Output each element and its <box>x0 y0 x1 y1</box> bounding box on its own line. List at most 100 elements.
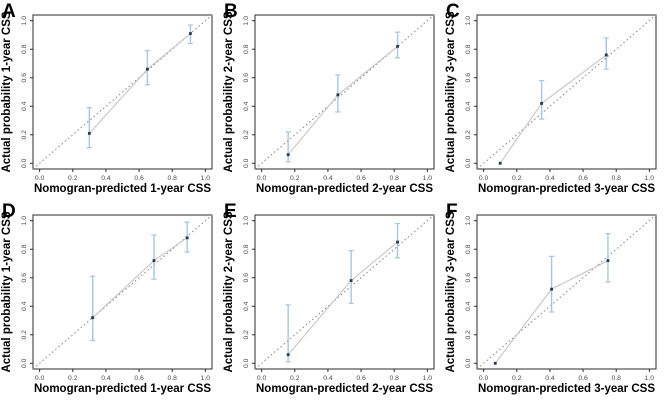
x-tick-label: 0.8 <box>167 175 177 182</box>
y-tick-label: 0.0 <box>243 358 250 368</box>
calibration-plot-A: 0.0 0.2 0.4 0.6 0.8 1.00.00.20.40.60.81.0Nomo… <box>1 1 213 195</box>
x-axis-title: Nomogran-predicted 2-year CSS <box>256 183 433 195</box>
x-tick-label: 0.2 <box>68 375 78 382</box>
x-tick-label: 0.6 <box>578 175 588 182</box>
calibration-line <box>88 33 191 134</box>
calibration-plot-F: 0.0 0.2 0.4 0.6 0.8 1.00.00.20.40.60.81.0Nomo… <box>445 201 657 395</box>
data-point <box>336 93 340 97</box>
data-point <box>189 32 192 35</box>
x-tick-label: 0.8 <box>611 375 621 382</box>
y-tick-label: 0.4 <box>465 301 472 311</box>
y-tick-label: 0.0 <box>465 358 472 368</box>
y-tick-label: 1.0 <box>21 16 28 26</box>
y-axis-title: Actual probability 3-year CSS <box>445 211 457 372</box>
x-tick-label: 0.0 <box>35 175 45 182</box>
data-point <box>145 67 149 71</box>
data-point <box>606 259 610 263</box>
y-tick-label: 0.2 <box>21 330 28 340</box>
x-tick-label: 0.2 <box>512 175 522 182</box>
panel-letter: A <box>2 1 16 22</box>
x-tick-label: 0.6 <box>356 175 366 182</box>
data-point <box>498 161 502 165</box>
calibration-line <box>499 54 607 164</box>
panel-B: 0.0 0.2 0.4 0.6 0.8 1.0 0.0 0.2 0.4 0.6 0.8 1.0 Nomo… <box>222 0 444 200</box>
x-tick-label: 1.0 <box>201 375 211 382</box>
x-tick-label: 0.4 <box>101 375 111 382</box>
y-tick-label: 0.8 <box>465 244 472 254</box>
x-axis-title: Nomogran-predicted 3-year CSS <box>478 183 655 195</box>
calibration-line <box>287 45 398 156</box>
y-tick-label: 0.0 <box>21 158 28 168</box>
panel-C: 0.0 0.2 0.4 0.6 0.8 1.0 0.0 0.2 0.4 0.6 0.8 1.0 Nomo… <box>444 0 666 200</box>
x-tick-label: 0.6 <box>134 375 144 382</box>
x-tick-label: 1.0 <box>423 175 433 182</box>
x-tick-label: 0.4 <box>545 375 555 382</box>
data-point <box>493 361 497 365</box>
calibration-plot-D: 0.0 0.2 0.4 0.6 0.8 1.00.00.20.40.60.81.0Nomo… <box>1 201 213 395</box>
calibration-line <box>287 241 398 356</box>
x-tick-label: 1.0 <box>645 175 655 182</box>
y-tick-label: 0.2 <box>243 130 250 140</box>
data-point <box>286 353 290 357</box>
calibration-plot-C: 0.0 0.2 0.4 0.6 0.8 1.00.00.20.40.60.81.0Nomo… <box>445 1 657 195</box>
y-tick-label: 0.2 <box>465 330 472 340</box>
y-tick-label: 0.4 <box>21 301 28 311</box>
data-point <box>396 44 399 48</box>
calibration-plot-B: 0.0 0.2 0.4 0.6 0.8 1.00.00.20.40.60.81.0Nomo… <box>223 1 435 195</box>
panel-E: 0.0 0.2 0.4 0.6 0.8 1.0 0.0 0.2 0.4 0.6 0.8 1.0 Nomo… <box>222 200 444 400</box>
x-tick-label: 0.2 <box>512 375 522 382</box>
y-tick-label: 1.0 <box>243 16 250 26</box>
panel-letter: D <box>2 201 16 222</box>
y-tick-label: 0.2 <box>21 130 28 140</box>
y-tick-label: 0.6 <box>243 273 250 283</box>
y-tick-label: 0.6 <box>465 73 472 83</box>
data-point <box>87 131 91 135</box>
plot-box <box>32 14 213 170</box>
y-axis-title: Actual probability 2-year CSS <box>223 11 235 172</box>
y-tick-label: 0.0 <box>21 358 28 368</box>
plot-box <box>254 214 435 370</box>
x-tick-label: 0.2 <box>290 175 300 182</box>
y-axis-title: Actual probability 1-year CSS <box>1 211 13 372</box>
x-tick-label: 0.6 <box>134 175 144 182</box>
panel-F: 0.0 0.2 0.4 0.6 0.8 1.0 0.0 0.2 0.4 0.6 0.8 1.0 Nomo… <box>444 200 666 400</box>
y-tick-label: 0.6 <box>21 273 28 283</box>
x-tick-label: 0.6 <box>578 375 588 382</box>
x-tick-label: 0.8 <box>389 375 399 382</box>
y-tick-label: 0.8 <box>243 44 250 54</box>
data-point <box>604 53 608 57</box>
data-point <box>185 236 189 240</box>
x-tick-label: 0.2 <box>68 175 78 182</box>
reference-diagonal <box>254 14 435 170</box>
panel-letter: F <box>446 201 458 222</box>
y-tick-label: 0.6 <box>243 73 250 83</box>
x-axis-title: Nomogran-predicted 1-year CSS <box>34 183 211 195</box>
reference-diagonal <box>476 214 657 370</box>
y-axis-title: Actual probability 3-year CSS <box>445 11 457 172</box>
x-axis-title: Nomogran-predicted 2-year CSS <box>256 383 433 395</box>
data-point <box>540 102 544 105</box>
x-tick-label: 1.0 <box>201 175 211 182</box>
reference-diagonal <box>476 14 657 170</box>
y-tick-label: 0.0 <box>243 158 250 168</box>
y-tick-label: 0.4 <box>465 101 472 111</box>
panel-A: 0.0 0.2 0.4 0.6 0.8 1.0 0.0 0.2 0.4 0.6 0.8 1.0 Nomo… <box>0 0 222 200</box>
x-tick-label: 0.8 <box>611 175 621 182</box>
y-tick-label: 0.4 <box>243 101 250 111</box>
plot-box <box>32 214 213 370</box>
panel-D: 0.0 0.2 0.4 0.6 0.8 1.0 0.0 0.2 0.4 0.6 0.8 1.0 Nomo… <box>0 200 222 400</box>
x-tick-label: 0.0 <box>257 375 267 382</box>
data-point <box>349 279 353 282</box>
x-tick-label: 0.0 <box>257 175 267 182</box>
plot-box <box>476 214 657 370</box>
x-tick-label: 0.0 <box>479 375 489 382</box>
x-tick-label: 0.0 <box>35 375 45 382</box>
data-point <box>152 259 156 263</box>
panel-letter: C <box>446 1 460 22</box>
x-axis-title: Nomogran-predicted 1-year CSS <box>34 383 211 395</box>
y-tick-label: 0.2 <box>465 130 472 140</box>
x-tick-label: 0.6 <box>356 375 366 382</box>
y-tick-label: 0.8 <box>21 44 28 54</box>
x-tick-label: 0.4 <box>101 175 111 182</box>
